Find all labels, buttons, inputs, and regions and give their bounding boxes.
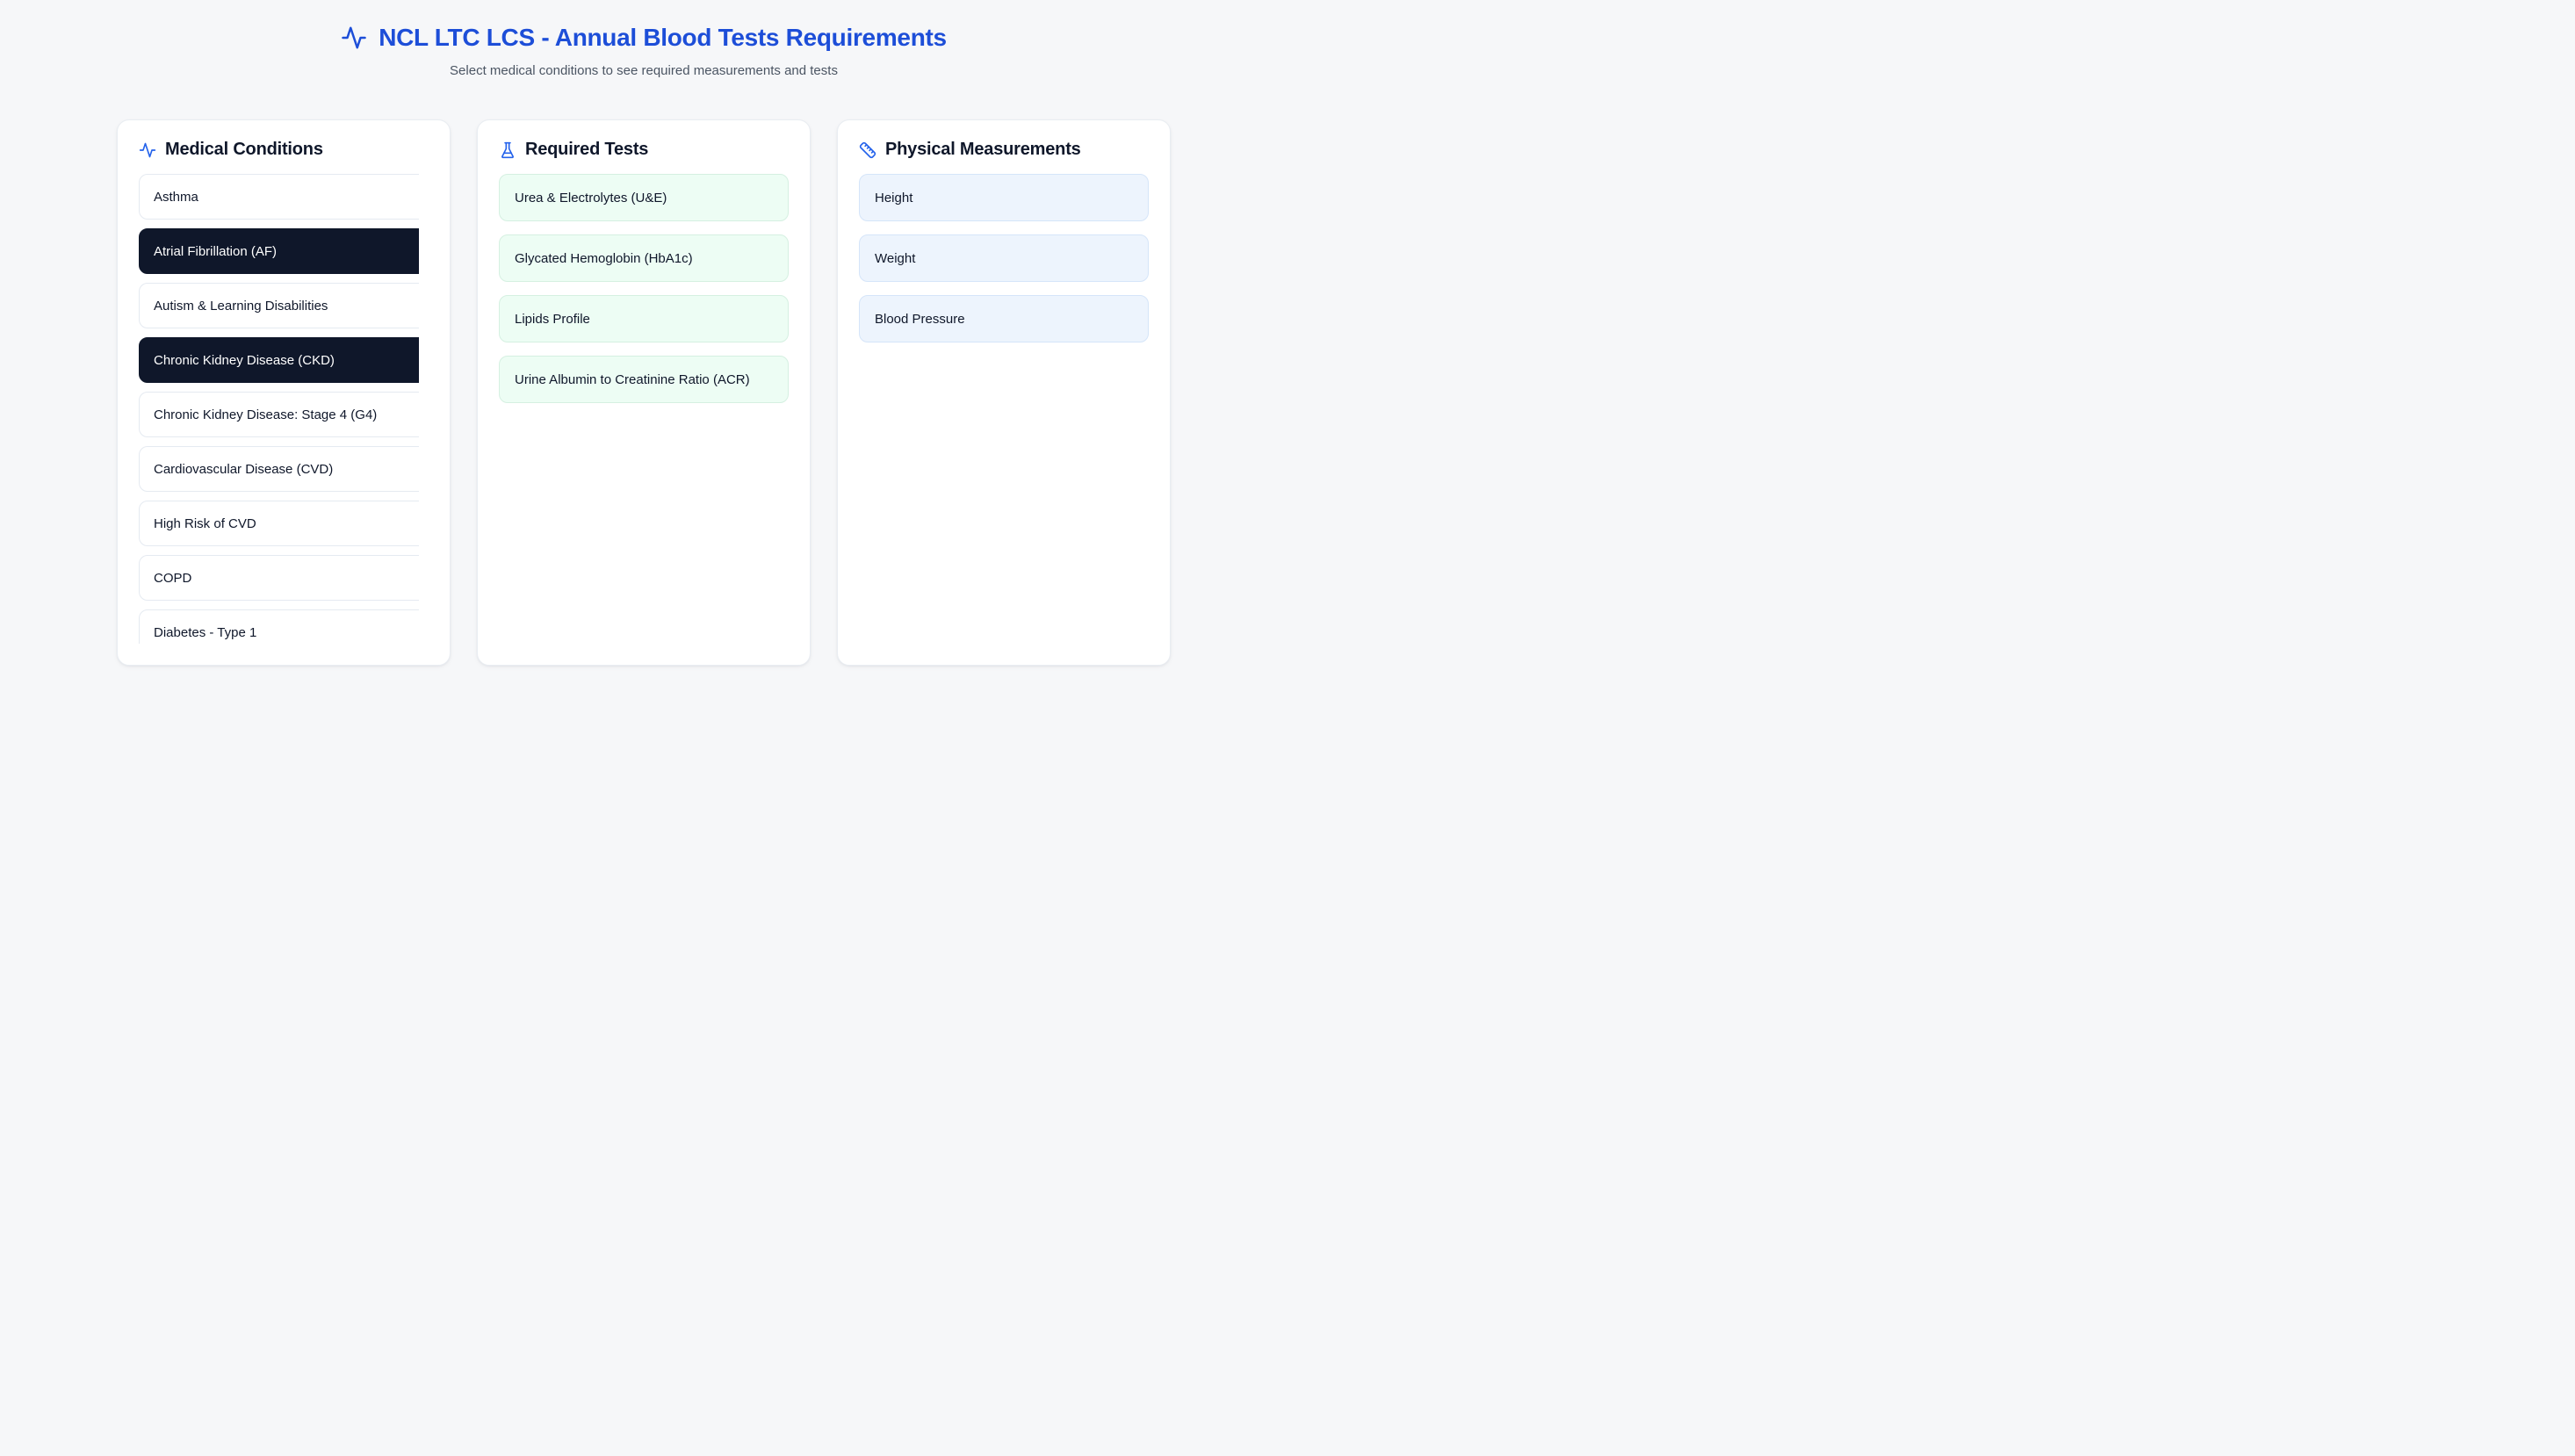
page-subtitle: Select medical conditions to see require…: [450, 63, 838, 78]
condition-item-ckd-stage-4[interactable]: Chronic Kidney Disease: Stage 4 (G4): [139, 392, 419, 437]
page-header: NCL LTC LCS - Annual Blood Tests Require…: [0, 0, 1288, 78]
measurement-pill-blood-pressure: Blood Pressure: [859, 295, 1149, 342]
test-pill-lipids-profile: Lipids Profile: [499, 295, 789, 342]
condition-item-autism-learning-disabilities[interactable]: Autism & Learning Disabilities: [139, 283, 419, 328]
test-pill-hba1c: Glycated Hemoglobin (HbA1c): [499, 234, 789, 282]
condition-item-cardiovascular-disease[interactable]: Cardiovascular Disease (CVD): [139, 446, 419, 492]
condition-list[interactable]: Asthma Atrial Fibrillation (AF) Autism &…: [139, 174, 419, 644]
condition-item-high-risk-of-cvd[interactable]: High Risk of CVD: [139, 501, 419, 546]
panel-title: Medical Conditions: [165, 140, 323, 159]
medical-conditions-panel: Medical Conditions Asthma Atrial Fibrill…: [117, 119, 451, 666]
physical-measurements-panel: Physical Measurements Height Weight Bloo…: [837, 119, 1171, 666]
measurement-pill-height: Height: [859, 174, 1149, 221]
test-list: Urea & Electrolytes (U&E) Glycated Hemog…: [499, 174, 789, 403]
panel-title: Physical Measurements: [885, 140, 1081, 159]
condition-item-diabetes-type-1[interactable]: Diabetes - Type 1: [139, 609, 419, 644]
activity-icon: [342, 26, 366, 49]
condition-item-copd[interactable]: COPD: [139, 555, 419, 601]
content-columns: Medical Conditions Asthma Atrial Fibrill…: [117, 119, 1171, 666]
ruler-icon: [859, 141, 876, 158]
required-tests-panel: Required Tests Urea & Electrolytes (U&E)…: [477, 119, 811, 666]
test-pill-ue: Urea & Electrolytes (U&E): [499, 174, 789, 221]
test-pill-acr: Urine Albumin to Creatinine Ratio (ACR): [499, 356, 789, 403]
measurement-pill-weight: Weight: [859, 234, 1149, 282]
physical-measurements-header: Physical Measurements: [859, 140, 1149, 160]
measurement-list: Height Weight Blood Pressure: [859, 174, 1149, 342]
condition-item-chronic-kidney-disease[interactable]: Chronic Kidney Disease (CKD): [139, 337, 419, 383]
activity-icon: [139, 142, 156, 157]
condition-item-asthma[interactable]: Asthma: [139, 174, 419, 220]
panel-title: Required Tests: [525, 140, 649, 159]
flask-icon: [501, 141, 514, 158]
page-title: NCL LTC LCS - Annual Blood Tests Require…: [379, 24, 947, 51]
required-tests-header: Required Tests: [499, 140, 789, 160]
medical-conditions-header: Medical Conditions: [139, 140, 429, 160]
condition-item-atrial-fibrillation[interactable]: Atrial Fibrillation (AF): [139, 228, 419, 274]
